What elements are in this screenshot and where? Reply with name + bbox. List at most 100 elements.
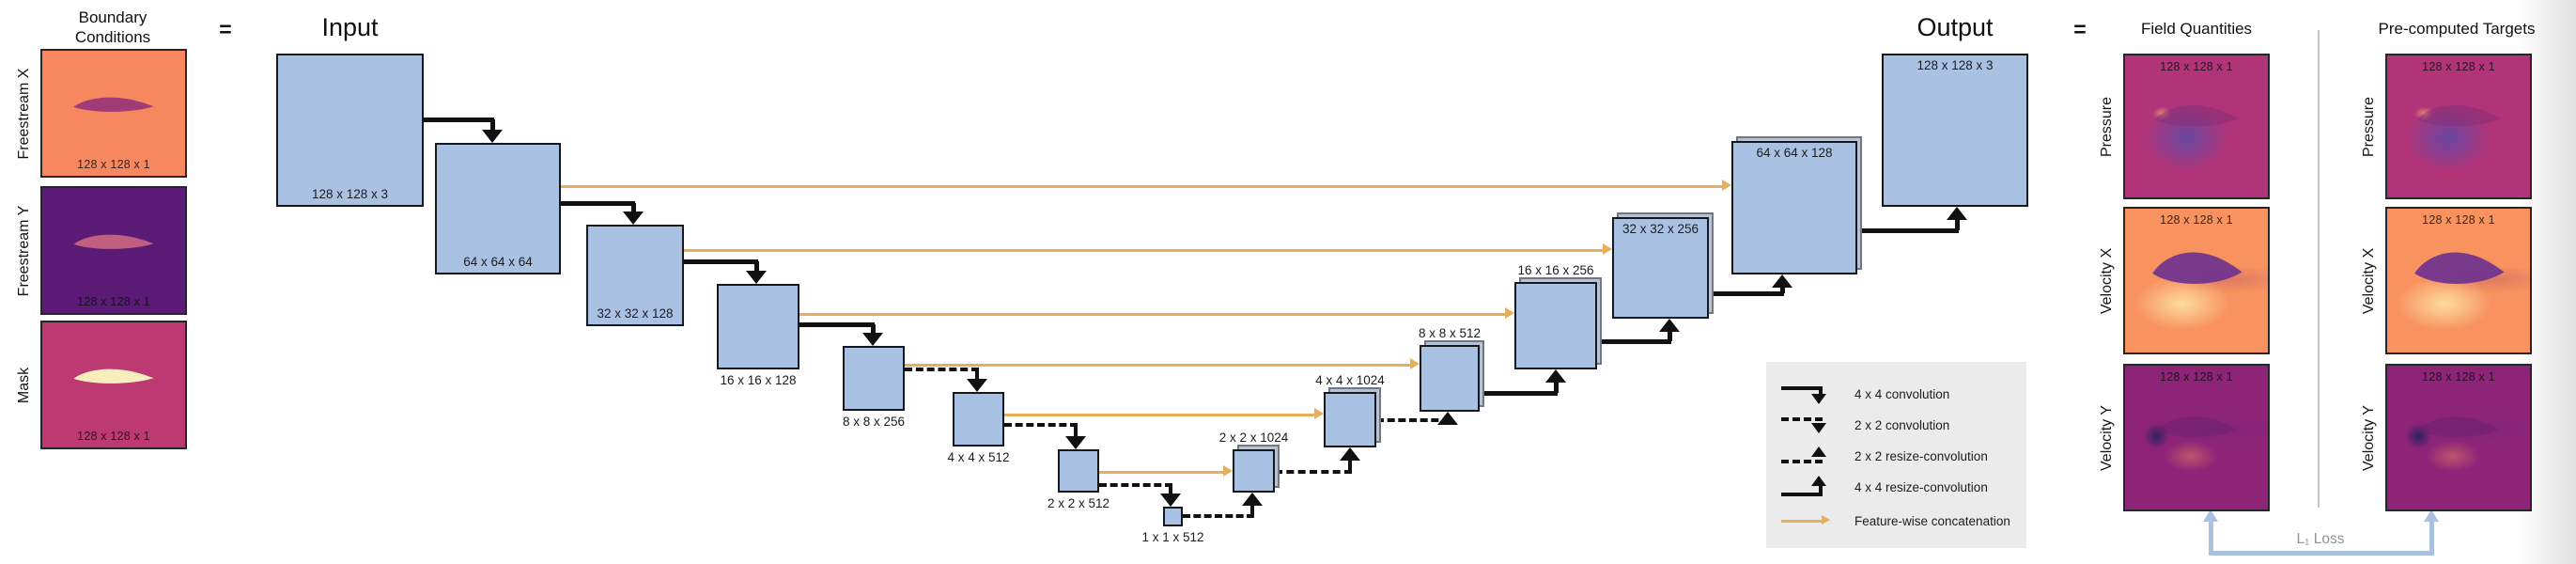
solid-resize-arrow [1709, 291, 1784, 296]
unet-block-dec-8 [1420, 345, 1480, 412]
airfoil-shape [73, 368, 154, 384]
legend-item-label: 2 x 2 convolution [1854, 418, 1950, 432]
dashed-resize-arrow-head-icon [1340, 447, 1360, 461]
block-label-dec-64: 64 x 64 x 128 [1756, 146, 1833, 160]
skip-arrowhead-icon [1223, 465, 1233, 477]
input-title: Input [321, 13, 379, 41]
solid-conv-arrow [424, 118, 494, 122]
legend-item-label: 4 x 4 resize-convolution [1854, 480, 1988, 494]
legend-resize-solid-arrow-icon [1781, 476, 1841, 500]
skip-arrowhead-icon [1505, 307, 1514, 319]
solid-conv-arrow [754, 261, 759, 273]
thumbnail-dimension-caption: 128 x 128 x 1 [2422, 60, 2495, 73]
airfoil-shape [2154, 104, 2240, 127]
field-quantities-title: Field Quantities [2140, 20, 2253, 38]
targets-thumbnail-velocity-x: 128 x 128 x 1 [2385, 207, 2532, 354]
legend-glyph-part [1781, 520, 1823, 523]
airfoil-shape [2414, 252, 2505, 284]
block-label-enc-8: 8 x 8 x 256 [842, 415, 906, 429]
boundary-thumbnail-freestream-x: 128 x 128 x 1 [40, 49, 187, 178]
dashed-conv-arrow [905, 368, 979, 371]
boundary-row-label: Freestream Y [16, 205, 32, 296]
solid-conv-arrow-head-icon [623, 212, 644, 225]
dashed-resize-arrow-head-icon [1437, 412, 1458, 425]
skip-arrowhead-icon [1410, 358, 1420, 369]
unet-block-dec-64 [1731, 141, 1857, 274]
unet-block-enc-8 [843, 346, 905, 411]
l1-loss-arrow-up-icon [2424, 509, 2439, 522]
fields-row-label: Velocity Y [2099, 404, 2115, 471]
dashed-conv-arrow [1099, 483, 1172, 487]
thumbnail-dimension-caption: 128 x 128 x 1 [2422, 213, 2495, 227]
dashed-conv-arrow-head-icon [1160, 494, 1181, 507]
skip-arrowhead-icon [1722, 180, 1731, 191]
legend-item: 2 x 2 convolution [1766, 414, 2026, 438]
solid-resize-arrow [1597, 339, 1671, 344]
solid-resize-arrow-head-icon [1659, 319, 1680, 332]
legend-glyph-part [1811, 423, 1826, 433]
airfoil-shape [73, 234, 154, 249]
legend-item: 4 x 4 convolution [1766, 383, 2026, 407]
block-label-dec-16: 16 x 16 x 256 [1517, 263, 1594, 277]
legend-item-label: 2 x 2 resize-convolution [1854, 449, 1988, 463]
l1-loss-label: L₁ Loss [2296, 531, 2345, 547]
unet-block-enc-16 [717, 284, 799, 369]
l1-loss-bracket-right [2429, 519, 2434, 554]
dashed-conv-arrow [975, 369, 979, 381]
legend-glyph-part [1781, 493, 1823, 496]
block-label-dec-4: 4 x 4 x 1024 [1315, 373, 1385, 387]
l1-loss-arrow-up-icon [2203, 509, 2218, 522]
boundary-thumbnail-mask: 128 x 128 x 1 [40, 321, 187, 449]
fields-thumbnail-pressure: 128 x 128 x 1 [2123, 54, 2270, 199]
fields-row-label: Velocity X [2099, 247, 2115, 314]
l1-loss-bracket-left [2209, 519, 2213, 554]
solid-conv-arrow [799, 322, 875, 327]
legend-concat-arrow-icon [1781, 509, 1841, 534]
airfoil-shape [2418, 416, 2499, 438]
block-label-enc-64: 64 x 64 x 64 [463, 255, 533, 269]
l1-loss-bracket-bottom [2209, 551, 2434, 556]
block-label-enc-32: 32 x 32 x 128 [597, 306, 674, 321]
legend-item: Feature-wise concatenation [1766, 509, 2026, 534]
boundary-row-label: Freestream X [16, 68, 32, 159]
skip-connection [905, 364, 1411, 367]
airfoil-shape [2416, 104, 2502, 127]
unet-block-output [1882, 54, 2028, 207]
legend-item-label: 4 x 4 convolution [1854, 387, 1950, 401]
skip-connection [684, 249, 1604, 252]
dashed-resize-arrow-head-icon [1242, 493, 1263, 506]
legend-glyph-part [1811, 394, 1826, 404]
thumbnail-dimension-caption: 128 x 128 x 1 [77, 430, 150, 443]
unet-block-enc-32 [586, 225, 684, 326]
legend-resize-dashed-arrow-icon [1781, 445, 1841, 469]
thumbnail-dimension-caption: 128 x 128 x 1 [2160, 370, 2233, 384]
solid-conv-arrow [490, 119, 495, 132]
solid-conv-arrow [631, 203, 636, 213]
targets-row-label: Velocity Y [2361, 404, 2377, 471]
block-label-bottleneck: 1 x 1 x 512 [1141, 530, 1204, 544]
solid-conv-arrow-head-icon [746, 271, 767, 284]
dashed-resize-arrow [1250, 504, 1254, 516]
legend-glyph-part [1819, 483, 1823, 493]
solid-resize-arrow [1668, 330, 1672, 341]
column-divider [2318, 30, 2320, 508]
dashed-conv-arrow [1004, 423, 1078, 427]
block-label-dec-8: 8 x 8 x 512 [1418, 326, 1482, 340]
fields-thumbnail-velocity-y: 128 x 128 x 1 [2123, 364, 2270, 511]
solid-conv-arrow [561, 201, 635, 206]
legend-glyph-part [1781, 386, 1823, 390]
legend-conv-solid-arrow-icon [1781, 383, 1841, 407]
block-label-enc-4: 4 x 4 x 512 [947, 450, 1010, 464]
fields-row-label: Pressure [2099, 96, 2115, 157]
solid-resize-arrow-head-icon [1545, 369, 1566, 383]
solid-resize-arrow [1554, 381, 1559, 393]
thumbnail-dimension-caption: 128 x 128 x 1 [77, 158, 150, 171]
legend-glyph-part [1811, 476, 1826, 486]
solid-resize-arrow [1480, 391, 1558, 396]
dashed-resize-arrow [1348, 459, 1352, 472]
skip-arrowhead-icon [1603, 243, 1612, 255]
targets-row-label: Pressure [2361, 96, 2377, 157]
airfoil-shape [2156, 416, 2237, 438]
dashed-conv-arrow [1169, 485, 1172, 495]
unet-block-dec-32 [1612, 217, 1709, 319]
